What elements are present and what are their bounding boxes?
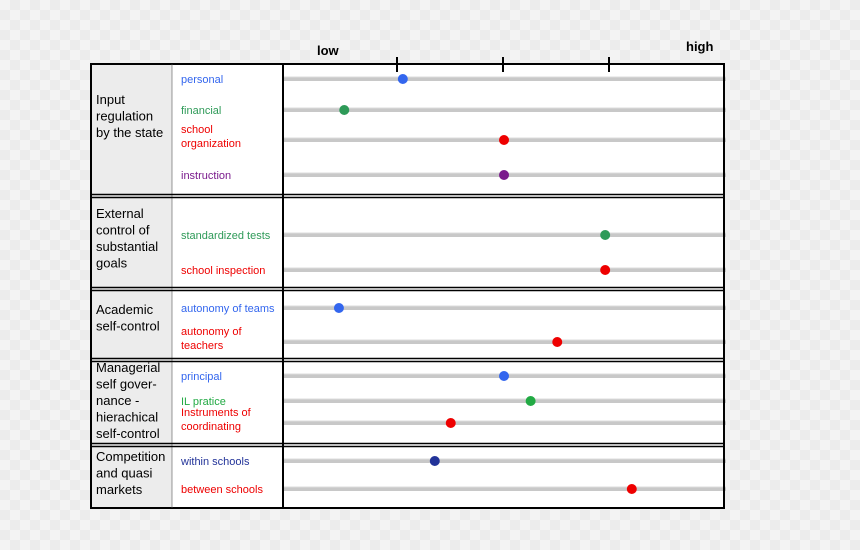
item-label: financial — [181, 105, 221, 117]
item-label-cell — [172, 64, 283, 196]
row-track — [283, 268, 726, 272]
group-label: regulation — [96, 109, 153, 124]
item-label: school — [181, 124, 213, 136]
data-point — [499, 135, 509, 145]
data-point — [333, 303, 344, 313]
data-point — [552, 337, 563, 347]
group-label-cell — [91, 360, 172, 445]
plot-cell — [283, 445, 724, 508]
data-point — [397, 74, 408, 84]
data-point — [429, 456, 440, 466]
data-point — [339, 105, 350, 115]
group-label: by the state — [96, 125, 163, 140]
item-label: personal — [181, 74, 223, 86]
item-label: autonomy of — [181, 326, 242, 338]
group-label: Input — [96, 92, 125, 107]
item-label-cell — [172, 445, 283, 508]
item-label: between schools — [181, 484, 263, 496]
row-track — [283, 77, 726, 81]
group-label: nance - — [96, 393, 139, 408]
group-label-cell — [91, 445, 172, 508]
data-point — [600, 265, 611, 275]
data-point — [600, 230, 611, 240]
group-label-cell — [91, 64, 172, 196]
item-label-cell — [172, 196, 283, 289]
plot-cell — [283, 196, 724, 289]
item-label: autonomy of teams — [181, 303, 275, 315]
item-label: instruction — [181, 170, 231, 182]
group-label: self-control — [96, 319, 160, 334]
plot-cell — [283, 289, 724, 360]
group-label: markets — [96, 482, 143, 497]
item-label-cell — [172, 360, 283, 445]
item-label: coordinating — [181, 421, 241, 433]
row-track — [283, 340, 726, 344]
group-label: control of — [96, 223, 150, 238]
group-label: self-control — [96, 426, 160, 441]
item-label-cell — [172, 289, 283, 360]
item-label: IL pratice — [181, 396, 226, 408]
group-label: self gover- — [96, 377, 157, 392]
item-label: school inspection — [181, 265, 265, 277]
chart-marks: personal financial school organization instr… — [90, 57, 726, 509]
item-label: principal — [181, 371, 222, 383]
row-track — [283, 459, 726, 463]
item-label: standardized tests — [181, 230, 271, 242]
item-label: within schools — [180, 456, 250, 468]
group-label: Academic — [96, 302, 154, 317]
row-track — [283, 233, 726, 237]
group-label: Managerial — [96, 360, 160, 375]
data-point — [445, 418, 456, 428]
scale-low-label: low — [317, 43, 340, 58]
data-point — [499, 170, 509, 180]
row-track — [283, 306, 726, 310]
item-label: Instruments of — [181, 407, 252, 419]
row-track — [283, 399, 726, 403]
data-point — [499, 371, 509, 381]
group-label: External — [96, 206, 144, 221]
group-label-cell — [91, 196, 172, 289]
group-label: goals — [96, 256, 128, 271]
scale-high-label: high — [686, 39, 713, 54]
row-track — [283, 421, 726, 425]
group-label-cell — [91, 289, 172, 360]
item-label: organization — [181, 138, 241, 150]
data-point — [525, 396, 536, 406]
row-track — [283, 108, 726, 112]
table-frame — [90, 63, 725, 509]
group-label: hierachical — [96, 410, 158, 425]
data-point — [626, 484, 637, 494]
group-label: Competition — [96, 449, 165, 464]
group-label: substantial — [96, 239, 158, 254]
group-label: and quasi — [96, 466, 152, 481]
item-label: teachers — [181, 340, 224, 352]
row-track — [283, 487, 726, 491]
